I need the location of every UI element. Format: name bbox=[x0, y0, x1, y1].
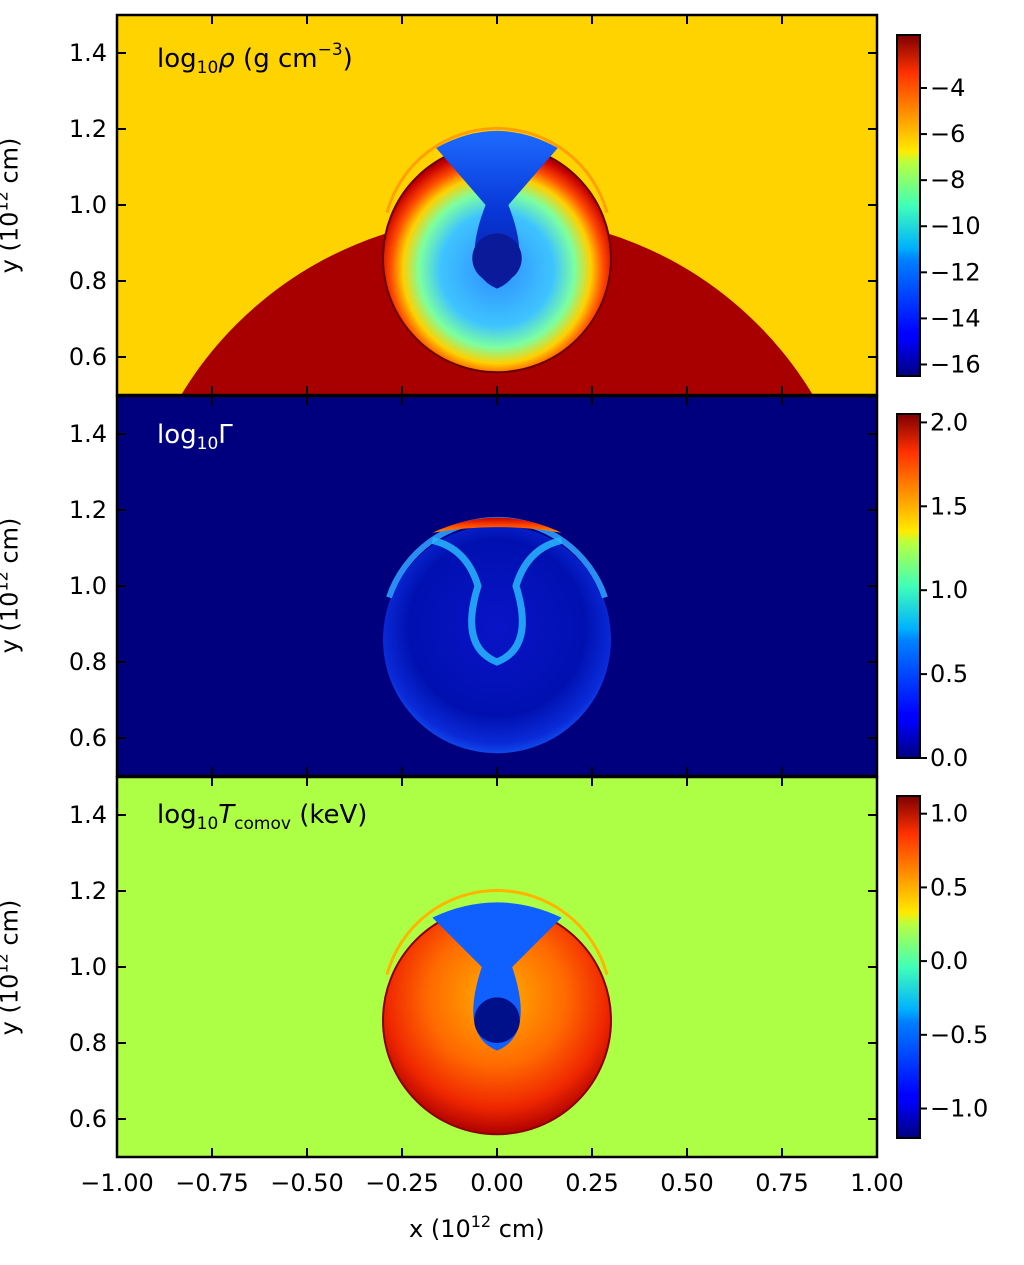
density-jet-bubble bbox=[472, 233, 522, 283]
colorbar-3-tick-label: 0.0 bbox=[930, 947, 968, 975]
x-axis-label: x (1012 cm) bbox=[409, 1212, 545, 1243]
colorbar-1 bbox=[896, 34, 921, 377]
colorbar-3-tick-label: −0.5 bbox=[930, 1021, 988, 1049]
panel-2-ytick-label: 0.6 bbox=[69, 724, 107, 752]
colorbar-1-tick-label: −16 bbox=[930, 350, 981, 378]
colorbar-3 bbox=[896, 795, 921, 1139]
panel-2-ytick-label: 1.0 bbox=[69, 572, 107, 600]
x-tick-label: 1.00 bbox=[850, 1169, 903, 1197]
temperature-jet-funnel bbox=[432, 902, 562, 1051]
panel-1-ytick-label: 1.0 bbox=[69, 191, 107, 219]
x-tick-label: −0.50 bbox=[270, 1169, 344, 1197]
temperature-shock-shell bbox=[385, 889, 609, 975]
panel-2-ytick-label: 1.2 bbox=[69, 496, 107, 524]
panel-2-ytick-label: 0.8 bbox=[69, 648, 107, 676]
x-tick-label: 0.25 bbox=[565, 1169, 618, 1197]
panel-1-ytick-label: 1.2 bbox=[69, 115, 107, 143]
x-tick-label: −0.75 bbox=[175, 1169, 249, 1197]
colorbar-2 bbox=[896, 413, 921, 759]
panel-2-plot bbox=[117, 396, 877, 776]
colorbar-1-tick-label: −4 bbox=[930, 74, 965, 102]
colorbar-1-tick-label: −6 bbox=[930, 120, 965, 148]
x-tick-label: 0.75 bbox=[755, 1169, 808, 1197]
colorbar-3-tick-label: 0.5 bbox=[930, 873, 968, 901]
colorbar-2-tick-label: 1.5 bbox=[930, 492, 968, 520]
colorbar-1-tick-label: −14 bbox=[930, 304, 981, 332]
colorbar-1-tick-label: −10 bbox=[930, 212, 981, 240]
panel-density-label: log10ρ (g cm−3) bbox=[157, 40, 353, 78]
colorbar-2-tick-label: 0.0 bbox=[930, 744, 968, 772]
panel-3-ytick-label: 1.0 bbox=[69, 953, 107, 981]
y-axis-label-temperature: y (1012 cm) bbox=[0, 899, 24, 1036]
lorentz-funnel-wall bbox=[431, 536, 563, 666]
panel-lorentz-label: log10Γ bbox=[157, 420, 233, 454]
density-jet-funnel bbox=[436, 130, 558, 289]
density-shock-shell bbox=[385, 127, 609, 213]
lorentz-cocoon bbox=[383, 525, 611, 754]
colorbar-3-tick-label: 1.0 bbox=[930, 800, 968, 828]
lorentz-jet-head bbox=[432, 517, 562, 533]
colorbar-2-tick-label: 1.0 bbox=[930, 576, 968, 604]
panel-temperature-label: log10Tcomov (keV) bbox=[157, 800, 368, 834]
y-axis-label-density: y (1012 cm) bbox=[0, 137, 24, 274]
y-axis-label-lorentz: y (1012 cm) bbox=[0, 517, 24, 654]
panel-1-plot bbox=[117, 15, 877, 395]
temperature-jet-bubble bbox=[474, 997, 520, 1043]
x-tick-label: −0.25 bbox=[365, 1169, 439, 1197]
x-tick-label: 0.00 bbox=[470, 1169, 523, 1197]
panel-3-ytick-label: 0.8 bbox=[69, 1029, 107, 1057]
x-tick-label: 0.50 bbox=[660, 1169, 713, 1197]
colorbar-2-tick-label: 0.5 bbox=[930, 660, 968, 688]
panel-3-plot bbox=[117, 777, 877, 1157]
panel-1-ytick-label: 0.8 bbox=[69, 267, 107, 295]
colorbar-2-tick-label: 2.0 bbox=[930, 408, 968, 436]
colorbar-3-tick-label: −1.0 bbox=[930, 1095, 988, 1123]
colorbar-1-tick-label: −12 bbox=[930, 258, 981, 286]
panel-1-ytick-label: 0.6 bbox=[69, 343, 107, 371]
panel-1-ytick-label: 1.4 bbox=[69, 39, 107, 67]
x-tick-label: −1.00 bbox=[80, 1169, 154, 1197]
panel-3-ytick-label: 1.2 bbox=[69, 877, 107, 905]
panel-2-ytick-label: 1.4 bbox=[69, 420, 107, 448]
colorbar-1-tick-label: −8 bbox=[930, 166, 965, 194]
panel-3-ytick-label: 0.6 bbox=[69, 1105, 107, 1133]
panel-3-ytick-label: 1.4 bbox=[69, 801, 107, 829]
